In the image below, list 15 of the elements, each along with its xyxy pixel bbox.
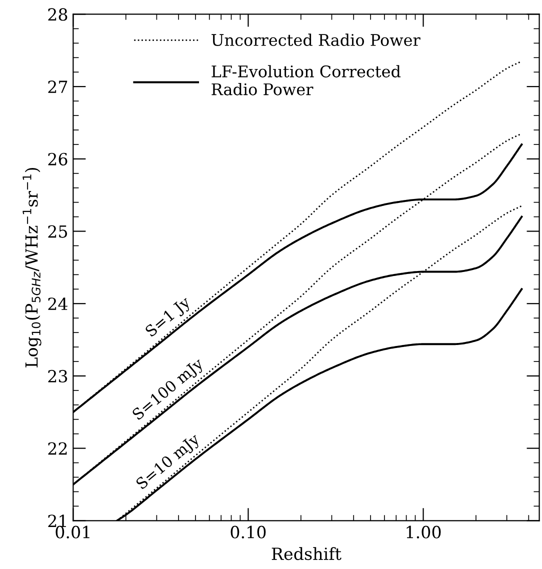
x-tick-label: 0.10 bbox=[230, 526, 266, 538]
y-tick-label: 28 bbox=[48, 8, 68, 21]
text: Log$_{10}$(P$_{5GHz}$/WHz$^{−1}$sr$^{−1}$) bbox=[22, 168, 42, 368]
y-tick-label: 26 bbox=[48, 152, 68, 166]
y-tick-label: 27 bbox=[48, 80, 68, 93]
x-tick-label: 1.00 bbox=[406, 526, 441, 538]
y-tick-label: 24 bbox=[48, 298, 68, 310]
y-tick-label: 21 bbox=[48, 514, 66, 527]
y-tick-label: 25 bbox=[48, 225, 68, 238]
y-tick-label: 22 bbox=[48, 442, 67, 455]
legend-label: LF-Evolution Corrected Radio Power bbox=[212, 65, 401, 96]
x-tick-label: 0.01 bbox=[56, 526, 90, 538]
legend-label: Uncorrected Radio Power bbox=[212, 34, 420, 46]
y-tick-label: 23 bbox=[48, 370, 68, 383]
x-axis-title: Redshift bbox=[272, 547, 342, 560]
